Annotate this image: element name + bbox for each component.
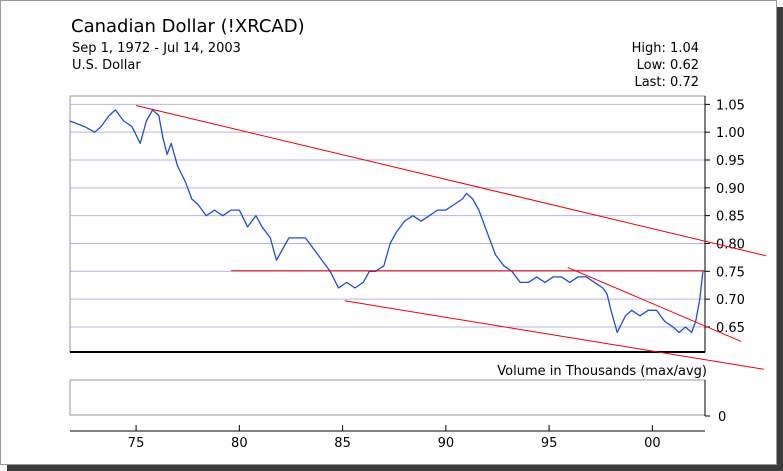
date-range: Sep 1, 1972 - Jul 14, 2003 <box>72 41 241 56</box>
trendlines <box>135 104 767 370</box>
low-stat: Low: 0.62 <box>636 58 699 73</box>
price-panel-border <box>69 95 706 353</box>
x-tick-label: 85 <box>334 436 351 451</box>
volume-y-tick-label: 0 <box>718 410 726 425</box>
price-y-axis: 0.650.700.750.800.850.900.951.001.05 <box>705 98 745 336</box>
y-tick-label: 0.65 <box>716 321 745 336</box>
chart-title: Canadian Dollar (!XRCAD) <box>71 16 305 37</box>
y-tick-label: 0.85 <box>716 210 745 225</box>
x-tick-label: 80 <box>231 436 248 451</box>
y-tick-label: 0.70 <box>716 293 745 308</box>
price-line <box>69 109 704 334</box>
y-tick-label: 0.90 <box>716 182 745 197</box>
price-series <box>69 109 704 334</box>
trendline-lower-channel <box>344 300 764 370</box>
price-grid <box>70 103 705 328</box>
x-tick-label: 00 <box>644 436 661 451</box>
x-tick-label: 90 <box>438 436 455 451</box>
y-tick-label: 0.75 <box>716 265 745 280</box>
trendline-upper-channel <box>135 104 767 257</box>
volume-label: Volume in Thousands (max/avg) <box>497 364 707 379</box>
trendline-short-downtrend <box>567 266 742 342</box>
currency-label: U.S. Dollar <box>72 58 141 73</box>
volume-panel: 0 <box>69 379 726 425</box>
x-tick-label: 75 <box>128 436 145 451</box>
last-stat: Last: 0.72 <box>634 75 699 90</box>
y-tick-label: 1.00 <box>716 126 745 141</box>
time-x-axis: 75 80 85 90 95 00 <box>70 425 705 451</box>
chart-frame <box>0 0 777 465</box>
x-tick-label: 95 <box>541 436 558 451</box>
y-tick-label: 1.05 <box>716 98 745 113</box>
high-stat: High: 1.04 <box>631 41 699 56</box>
y-tick-label: 0.95 <box>716 154 745 169</box>
